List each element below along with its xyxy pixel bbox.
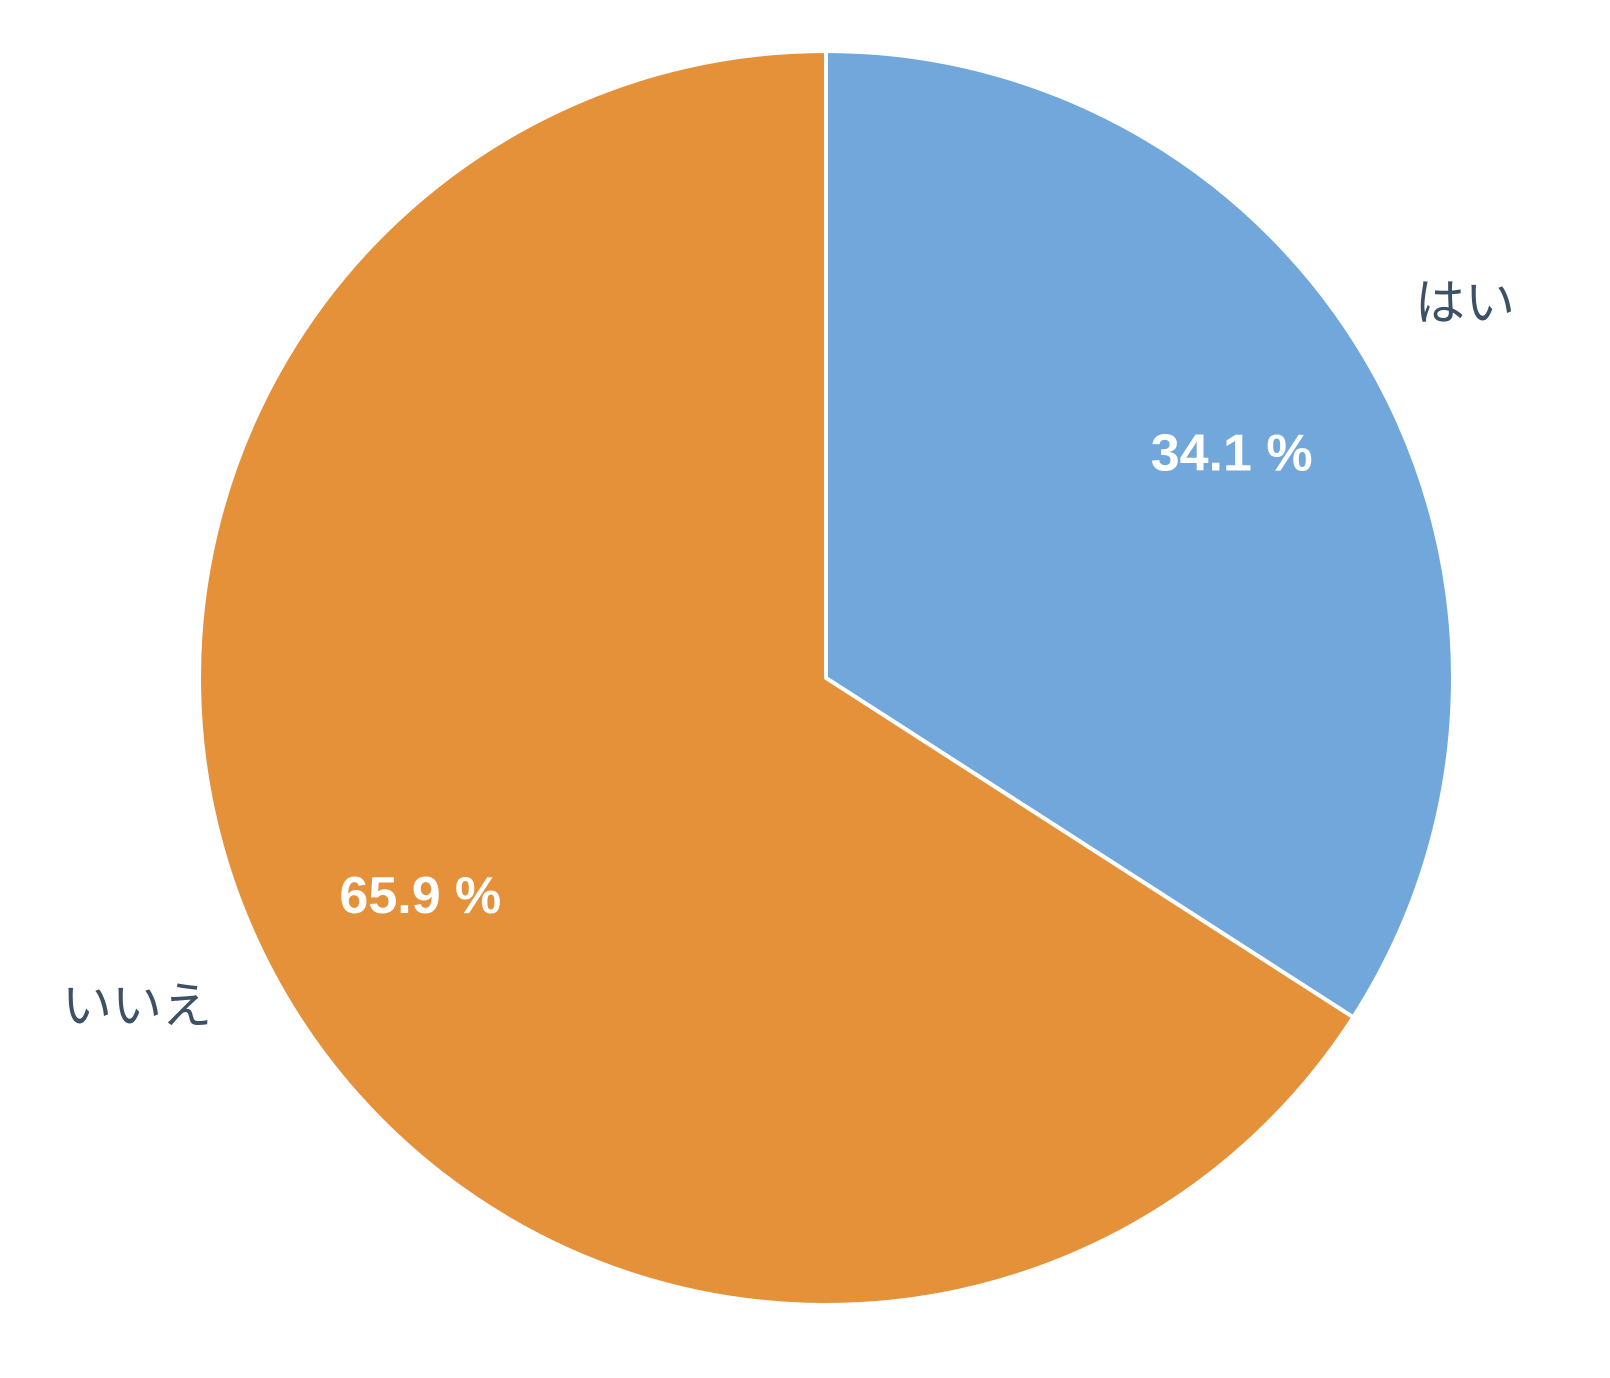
pie-slice xyxy=(197,49,1356,1307)
pie-slice xyxy=(824,49,1455,1020)
category-label: はい xyxy=(1415,274,1515,332)
value-label: 34.1 % xyxy=(1151,424,1313,482)
category-label: いいえ xyxy=(62,977,212,1035)
value-label: 65.9 % xyxy=(339,867,501,925)
